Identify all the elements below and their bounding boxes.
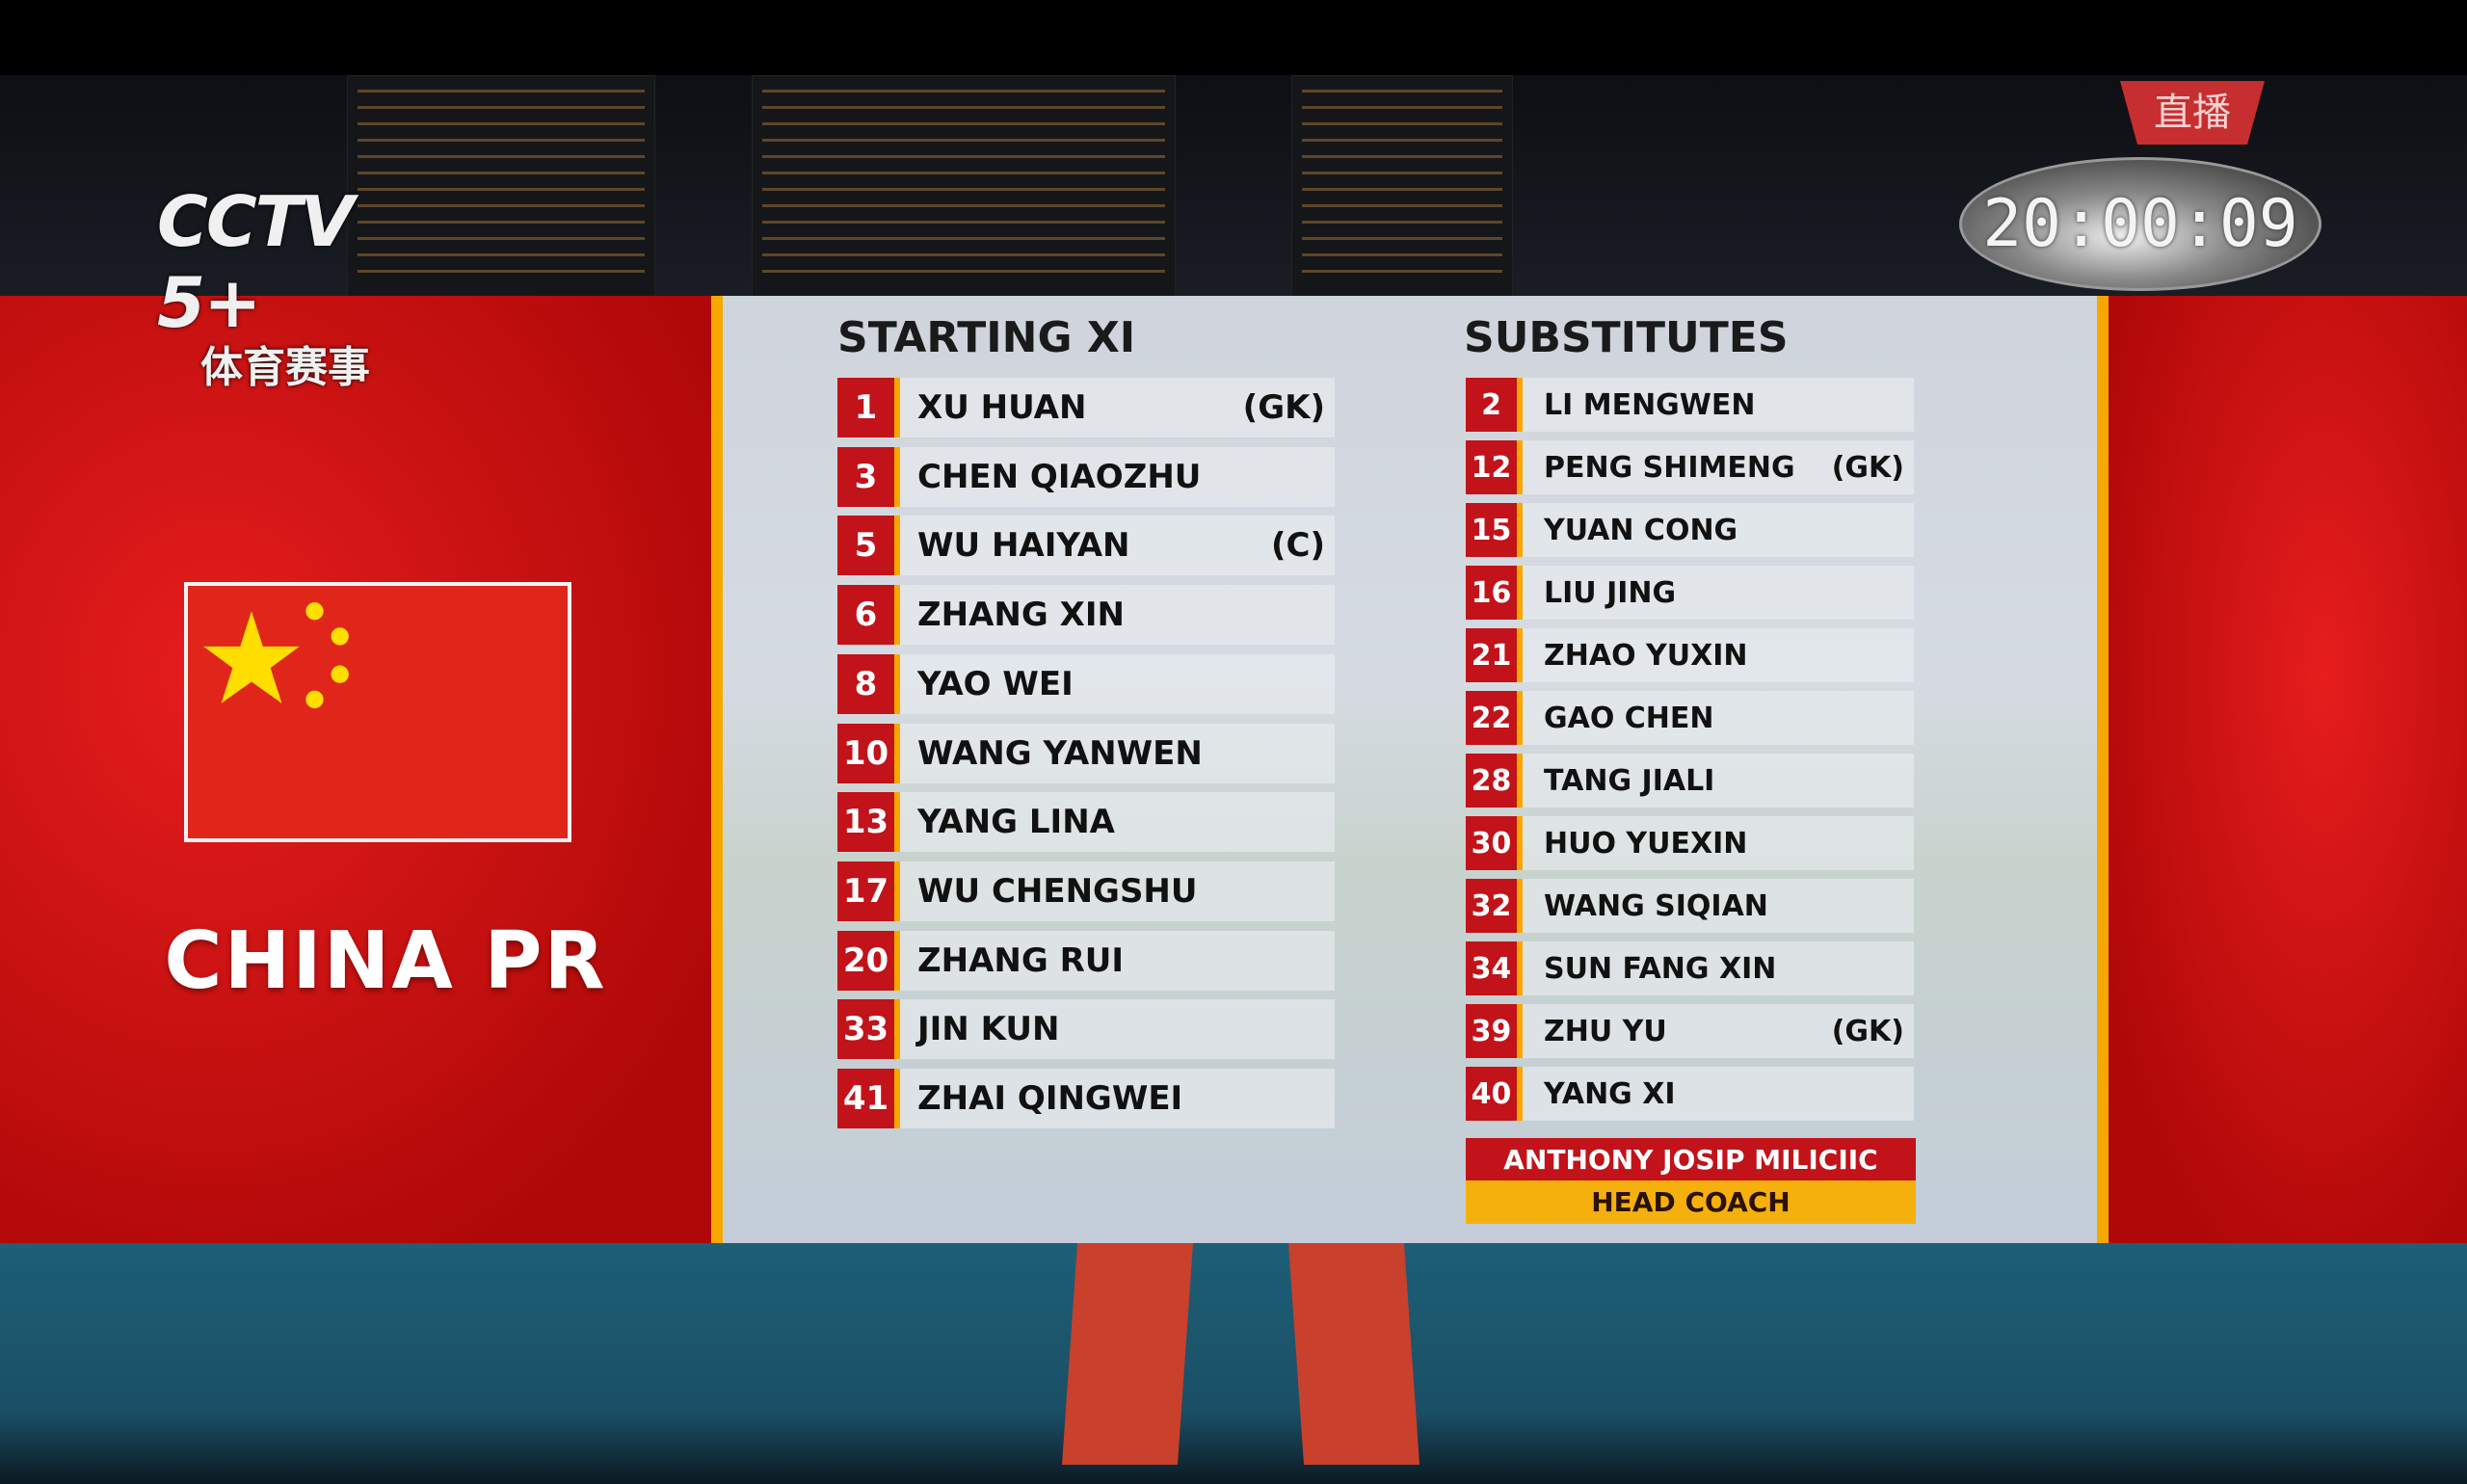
clock: 20:00:09 <box>1959 157 2321 291</box>
player-number: 8 <box>837 653 900 714</box>
player-number: 5 <box>837 516 900 576</box>
right-red-panel <box>2109 296 2467 1243</box>
coach-role: HEAD COACH <box>1466 1180 1916 1224</box>
starting-xi-title: STARTING XI <box>837 313 1136 362</box>
player-name: ZHANG XIN <box>917 596 1125 635</box>
player-number: 13 <box>837 792 900 853</box>
player-number: 39 <box>1466 1004 1523 1058</box>
player-number: 20 <box>837 930 900 991</box>
player-row: 5 WU HAIYAN (C) <box>837 516 1335 576</box>
channel-subtitle: 体育赛事 <box>200 343 370 392</box>
player-row: 20 ZHANG RUI <box>837 930 1335 991</box>
player-number: 28 <box>1466 754 1523 808</box>
player-number: 32 <box>1466 879 1523 933</box>
player-number: 41 <box>837 1069 900 1128</box>
player-number: 12 <box>1466 440 1523 494</box>
player-row: 30 HUO YUEXIN <box>1466 816 1914 870</box>
player-name: ZHAO YUXIN <box>1544 638 1748 673</box>
player-row: 17 WU CHENGSHU <box>837 861 1335 921</box>
letterbox-top <box>0 0 2467 75</box>
coach-name: ANTHONY JOSIP MILICIIC <box>1466 1138 1916 1180</box>
player-name: SUN FANG XIN <box>1544 951 1777 986</box>
player-name: TANG JIALI <box>1544 763 1715 798</box>
player-row: 2 LI MENGWEN <box>1466 378 1914 432</box>
player-name: LIU JING <box>1544 575 1677 610</box>
player-row: 6 ZHANG XIN <box>837 585 1335 646</box>
china-flag <box>184 582 571 842</box>
player-row: 3 CHEN QIAOZHU <box>837 446 1335 507</box>
cctv5plus-logo: CCTV 5+ 体育赛事 <box>157 181 475 392</box>
player-name: WU HAIYAN <box>917 526 1130 566</box>
player-name: ZHANG RUI <box>917 941 1125 980</box>
player-name: CHEN QIAOZHU <box>917 457 1202 496</box>
player-row: 8 YAO WEI <box>837 653 1335 714</box>
player-number: 3 <box>837 446 900 507</box>
player-name: WANG YANWEN <box>917 733 1203 773</box>
player-number: 6 <box>837 585 900 646</box>
player-number: 15 <box>1466 503 1523 557</box>
red-carpet <box>1061 1243 1194 1465</box>
player-number: 21 <box>1466 628 1523 682</box>
red-carpet <box>1287 1243 1420 1465</box>
player-number: 34 <box>1466 941 1523 995</box>
player-number: 1 <box>837 378 900 437</box>
player-row: 32 WANG SIQIAN <box>1466 879 1914 933</box>
live-badge: 直播 <box>2120 81 2265 145</box>
player-row: 22 GAO CHEN <box>1466 691 1914 745</box>
player-number: 22 <box>1466 691 1523 745</box>
player-number: 16 <box>1466 566 1523 620</box>
player-name: YAO WEI <box>917 664 1074 703</box>
player-row: 10 WANG YANWEN <box>837 723 1335 783</box>
player-number: 30 <box>1466 816 1523 870</box>
player-name: GAO CHEN <box>1544 701 1714 735</box>
player-name: LI MENGWEN <box>1544 387 1756 422</box>
player-role-tag: (C) <box>1270 526 1325 566</box>
player-name: YANG LINA <box>917 803 1115 842</box>
player-row: 13 YANG LINA <box>837 792 1335 853</box>
player-row: 15 YUAN CONG <box>1466 503 1914 557</box>
player-number: 17 <box>837 861 900 921</box>
player-name: WU CHENGSHU <box>917 871 1198 911</box>
player-name: WANG SIQIAN <box>1544 888 1768 923</box>
team-name: CHINA PR <box>164 915 607 1007</box>
player-name: YUAN CONG <box>1544 513 1738 547</box>
player-row: 12 PENG SHIMENG (GK) <box>1466 440 1914 494</box>
player-row: 40 YANG XI <box>1466 1067 1914 1121</box>
substitutes-title: SUBSTITUTES <box>1464 313 1789 362</box>
player-row: 21 ZHAO YUXIN <box>1466 628 1914 682</box>
player-row: 28 TANG JIALI <box>1466 754 1914 808</box>
player-row: 39 ZHU YU (GK) <box>1466 1004 1914 1058</box>
player-number: 33 <box>837 999 900 1060</box>
stadium-track <box>0 1243 2467 1484</box>
player-number: 2 <box>1466 378 1523 432</box>
flag-stars-icon <box>203 602 349 709</box>
player-role-tag: (GK) <box>1831 450 1904 485</box>
player-name: HUO YUEXIN <box>1544 826 1748 861</box>
player-row: 1 XU HUAN (GK) <box>837 378 1335 437</box>
player-name: YANG XI <box>1544 1076 1676 1111</box>
player-role-tag: (GK) <box>1831 1014 1904 1048</box>
player-name: PENG SHIMENG <box>1544 450 1795 485</box>
player-number: 40 <box>1466 1067 1523 1121</box>
player-name: ZHU YU <box>1544 1014 1667 1048</box>
player-number: 10 <box>837 723 900 783</box>
player-name: ZHAI QINGWEI <box>917 1079 1183 1118</box>
player-name: XU HUAN <box>917 388 1087 427</box>
player-row: 16 LIU JING <box>1466 566 1914 620</box>
channel-name: CCTV 5+ <box>157 181 355 343</box>
player-row: 34 SUN FANG XIN <box>1466 941 1914 995</box>
player-row: 41 ZHAI QINGWEI <box>837 1069 1335 1128</box>
player-name: JIN KUN <box>917 1010 1060 1049</box>
player-role-tag: (GK) <box>1242 388 1325 427</box>
player-row: 33 JIN KUN <box>837 999 1335 1060</box>
